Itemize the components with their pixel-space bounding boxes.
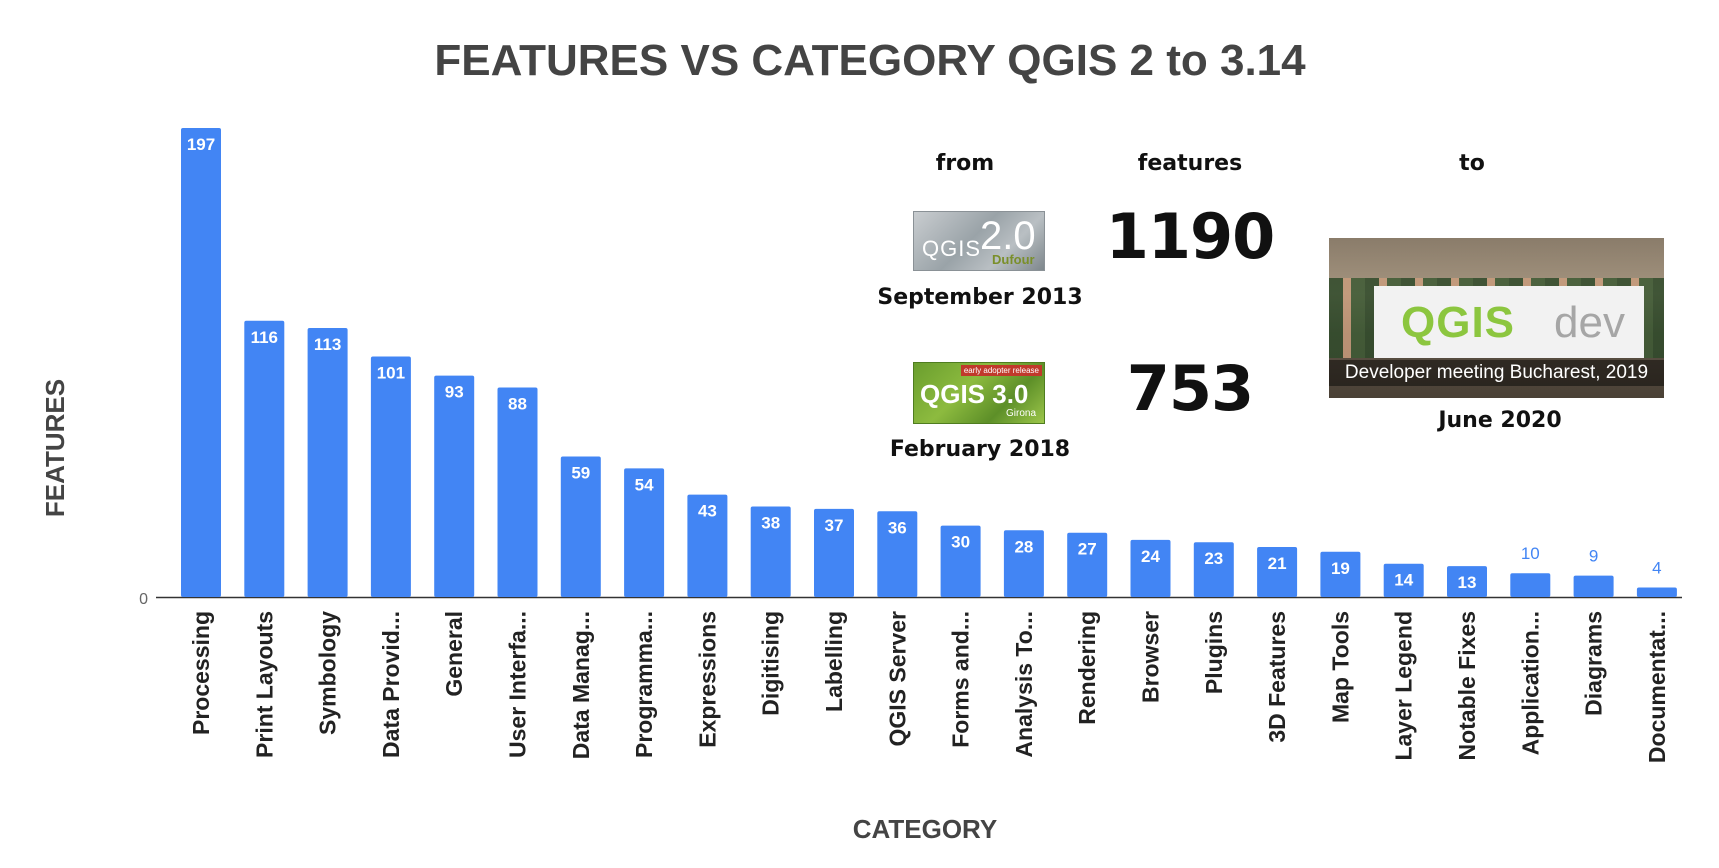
- category-tick-label: Analysis To...: [1011, 611, 1037, 758]
- category-tick-label: Data Provid...: [378, 611, 404, 758]
- bar: [434, 375, 475, 597]
- bar-value-label: 93: [445, 383, 464, 402]
- category-tick-label: Notable Fixes: [1454, 611, 1480, 761]
- category-tick-label: Forms and...: [948, 611, 974, 748]
- bar: [307, 328, 348, 597]
- y-axis-title: FEATURES: [40, 379, 70, 517]
- bar: [687, 494, 728, 597]
- category-tick-label: Symbology: [315, 611, 341, 735]
- bar-value-label: 54: [635, 475, 654, 494]
- bar-value-label: 88: [508, 395, 527, 414]
- bar-value-label: 21: [1268, 554, 1287, 573]
- bar: [750, 506, 791, 597]
- chart-title: FEATURES VS CATEGORY QGIS 2 to 3.14: [434, 36, 1306, 85]
- category-tick-label: Rendering: [1074, 611, 1100, 725]
- x-axis-title: CATEGORY: [853, 814, 997, 844]
- bar-value-label: 197: [187, 135, 215, 154]
- bar-value-label: 19: [1331, 559, 1350, 578]
- qgis-2-0-logo: QGIS 2.0 Dufour: [913, 211, 1045, 271]
- features-label: features: [1137, 151, 1243, 176]
- bar: [1447, 566, 1487, 597]
- bar: [244, 320, 285, 597]
- bar-value-label: 36: [888, 518, 907, 537]
- photo-caption: Developer meeting Bucharest, 2019: [1329, 360, 1664, 386]
- bar-value-label: 13: [1458, 573, 1477, 592]
- bar: [1383, 563, 1424, 597]
- bar: [1067, 532, 1108, 597]
- category-tick-label: Expressions: [694, 611, 720, 748]
- bar-value-label: 23: [1204, 549, 1223, 568]
- bar: [624, 468, 665, 597]
- category-tick-label: Print Layouts: [251, 611, 277, 758]
- y-tick-label: 0: [139, 591, 148, 608]
- bar: [1130, 539, 1171, 597]
- release-2-date: September 2013: [877, 285, 1083, 310]
- category-tick-label: Diagrams: [1581, 611, 1607, 716]
- bar: [1510, 573, 1551, 597]
- bar: [1636, 587, 1677, 597]
- bar-value-label: 30: [951, 533, 970, 552]
- bar-value-label: 28: [1014, 537, 1033, 556]
- bar-value-label: 10: [1521, 544, 1540, 563]
- category-tick-label: Browser: [1138, 611, 1164, 703]
- latest-date: June 2020: [1438, 408, 1562, 433]
- qgis-3-0-logo: early adopter release QGIS 3.0 Girona: [913, 362, 1045, 424]
- bar-value-label: 38: [761, 514, 780, 533]
- category-tick-label: Labelling: [821, 611, 847, 712]
- bar: [1193, 542, 1234, 597]
- to-label: to: [1459, 151, 1485, 176]
- bar-value-label: 113: [314, 335, 341, 354]
- banner-dev-text: dev: [1554, 298, 1625, 347]
- category-tick-label: Map Tools: [1327, 611, 1353, 723]
- bar-value-label: 101: [377, 364, 405, 383]
- bar-value-label: 37: [825, 516, 844, 535]
- bar: [1573, 575, 1614, 597]
- bar: [497, 387, 538, 597]
- bar: [560, 456, 601, 597]
- release-2-features: 1190: [1105, 200, 1276, 273]
- bar-value-label: 14: [1394, 571, 1413, 590]
- bar-value-label: 59: [571, 464, 590, 483]
- bar: [877, 511, 918, 597]
- category-tick-label: 3D Features: [1264, 611, 1290, 743]
- category-tick-label: Processing: [188, 611, 214, 735]
- category-tick-label: Data Manag...: [568, 611, 594, 759]
- from-label: from: [935, 151, 995, 176]
- bar: [814, 508, 854, 597]
- category-tick-label: General: [441, 611, 467, 697]
- bar: [940, 525, 981, 597]
- category-tick-label: Digitising: [758, 611, 784, 716]
- bar: [1003, 530, 1044, 597]
- bar-value-label: 27: [1078, 540, 1097, 559]
- bar-value-label: 43: [698, 502, 717, 521]
- bar-value-label: 24: [1141, 547, 1160, 566]
- bar-value-label: 116: [251, 328, 278, 347]
- category-tick-label: QGIS Server: [884, 611, 910, 747]
- category-tick-label: Documentat...: [1644, 611, 1670, 763]
- bar-value-label: 9: [1589, 547, 1598, 566]
- release-3-date: February 2018: [889, 437, 1071, 462]
- banner-image: [1374, 286, 1644, 358]
- banner-qgis-text: QGIS: [1401, 298, 1516, 347]
- bar: [370, 356, 411, 597]
- category-tick-label: Plugins: [1201, 611, 1227, 694]
- release-3-features: 753: [1126, 352, 1254, 425]
- developer-meeting-photo: QGIS dev Developer meeting Bucharest, 20…: [1329, 238, 1664, 398]
- bar: [1257, 547, 1298, 597]
- bar: [181, 128, 221, 597]
- bar-value-label: 4: [1652, 559, 1661, 578]
- category-tick-label: Layer Legend: [1391, 611, 1417, 761]
- bar: [1320, 551, 1361, 597]
- category-tick-label: Application...: [1517, 611, 1543, 755]
- category-tick-label: User Interfa...: [505, 611, 531, 758]
- category-tick-label: Programma...: [631, 611, 657, 758]
